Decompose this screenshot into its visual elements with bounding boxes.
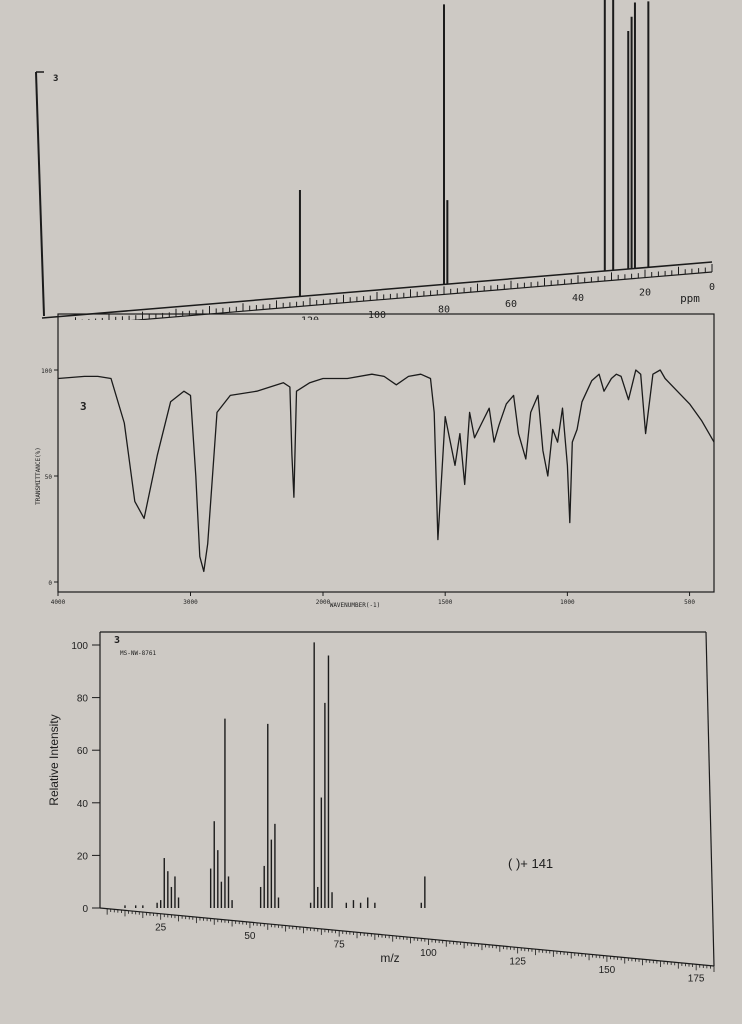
ms-subtitle: MS-NW-8761 — [120, 650, 157, 657]
ms-x-tick-label: 125 — [509, 956, 526, 967]
nmr-tick-label: 120 — [301, 316, 319, 320]
ms-x-tick-label: 50 — [244, 931, 256, 942]
ms-x-tick-label: 75 — [334, 940, 346, 951]
ir-x-tick-label: 4000 — [51, 599, 66, 606]
nmr-tick-label: 0 — [709, 282, 715, 293]
ms-y-tick-label: 40 — [77, 799, 89, 810]
nmr-tick-label: 40 — [572, 293, 584, 304]
ir-series-line — [57, 369, 715, 573]
ir-x-tick-label: 2000 — [316, 599, 331, 606]
ms-x-tick-label: 175 — [688, 973, 705, 984]
ms-y-tick-label: 0 — [82, 904, 88, 915]
nmr-left-trace — [35, 71, 45, 317]
ms-x-tick-label: 100 — [420, 948, 437, 959]
ir-x-tick-label: 3000 — [183, 599, 198, 606]
ir-frame — [57, 313, 715, 593]
ir-x-tick-label: 1500 — [438, 599, 453, 606]
ms-y-tick-label: 80 — [77, 694, 89, 705]
ms-x-tick-label: 25 — [155, 923, 167, 934]
ir-y-tick-label: 0 — [48, 580, 52, 587]
ir-x-label: WAVENUMBER(-1) — [330, 602, 381, 609]
nmr-compound-label: 3 — [53, 74, 58, 84]
c13-nmr-spectrum: 3200180160140120100806040200ppm — [35, 0, 715, 320]
ms-annotation: ( )+ 141 — [508, 856, 553, 871]
ms-compound-label: 3 — [114, 635, 120, 646]
ir-y-tick-label: 100 — [41, 368, 52, 375]
ir-compound-label: 3 — [80, 400, 87, 413]
ms-y-tick-label: 60 — [77, 746, 89, 757]
ir-y-label: TRANSMITTANCE(%) — [35, 447, 42, 505]
mass-spectrum: 0 20 40 60 80 100 25 50 75 100 125 150 175 m/z Relativ… — [47, 631, 715, 984]
ms-x-tick-label: 150 — [599, 965, 616, 976]
ms-y-tick-label: 100 — [71, 641, 88, 652]
ms-y-tick-label: 20 — [77, 851, 89, 862]
ms-frame-right — [705, 631, 715, 967]
nmr-tick-label: 80 — [438, 304, 450, 315]
nmr-tick-label: 100 — [368, 310, 386, 320]
nmr-tick-label: 60 — [505, 299, 517, 310]
ir-x-tick-label: 500 — [684, 599, 695, 606]
ms-y-label: Relative Intensity — [47, 714, 61, 805]
nmr-tick-label: 20 — [639, 288, 651, 299]
ms-x-label: m/z — [380, 951, 399, 965]
nmr-baseline — [41, 261, 713, 319]
ir-x-tick-label: 1000 — [560, 599, 575, 606]
ir-y-tick-label: 50 — [45, 474, 53, 481]
nmr-unit-label: ppm — [680, 292, 700, 305]
